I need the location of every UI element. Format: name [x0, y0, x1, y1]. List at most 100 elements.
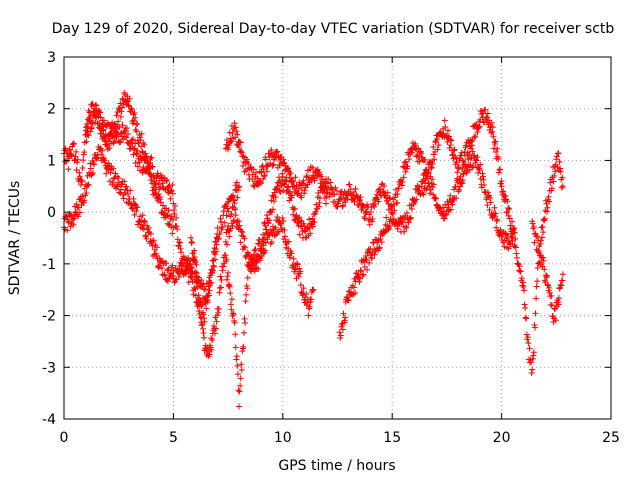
data-point [115, 175, 122, 182]
data-point [547, 179, 554, 186]
data-point [122, 128, 129, 135]
data-point [70, 140, 77, 147]
data-point [125, 102, 132, 109]
data-point [430, 191, 437, 198]
data-point [451, 146, 458, 153]
data-point [285, 238, 292, 245]
data-point [520, 283, 527, 290]
data-point [261, 172, 268, 179]
data-point [356, 275, 363, 282]
data-point [116, 139, 123, 146]
data-point [489, 128, 496, 135]
data-point [281, 233, 288, 240]
data-point [327, 179, 334, 186]
data-point [159, 209, 166, 216]
data-point [143, 153, 150, 160]
data-point [399, 182, 406, 189]
data-point [244, 285, 251, 292]
data-point [102, 159, 109, 166]
data-point [319, 189, 326, 196]
data-point [376, 244, 383, 251]
data-point [389, 211, 396, 218]
data-point [227, 301, 234, 308]
data-point [292, 174, 299, 181]
data-point [306, 216, 313, 223]
data-point [286, 254, 293, 261]
y-tick-label: -1 [42, 257, 56, 273]
data-point [187, 234, 194, 241]
data-point [136, 159, 143, 166]
data-point [460, 158, 467, 165]
data-point [118, 108, 125, 115]
x-axis-label: GPS time / hours [278, 458, 395, 474]
data-point [208, 346, 215, 353]
data-point [231, 197, 238, 204]
data-point [147, 230, 154, 237]
data-point [544, 208, 551, 215]
data-point [308, 296, 315, 303]
data-point [123, 183, 130, 190]
data-point [300, 285, 307, 292]
data-point [187, 264, 194, 271]
data-point [198, 322, 205, 329]
data-point [413, 196, 420, 203]
data-point [188, 268, 195, 275]
y-tick-label: -2 [42, 309, 56, 325]
data-point [107, 169, 114, 176]
data-point [145, 170, 152, 177]
data-point [288, 250, 295, 257]
data-point [169, 272, 176, 279]
data-point [73, 201, 80, 208]
data-point [475, 124, 482, 131]
data-point [83, 138, 90, 145]
data-point [305, 312, 312, 319]
data-point [557, 281, 564, 288]
data-point [214, 224, 221, 231]
data-point [362, 256, 369, 263]
data-point [80, 157, 87, 164]
data-point [548, 292, 555, 299]
data-point [232, 331, 239, 338]
data-point [283, 174, 290, 181]
data-point [279, 214, 286, 221]
data-point [129, 120, 136, 127]
data-point [76, 173, 83, 180]
data-point [534, 264, 541, 271]
data-point [258, 245, 265, 252]
data-point [164, 267, 171, 274]
data-point [112, 128, 119, 135]
data-point [202, 297, 209, 304]
data-point [87, 118, 94, 125]
data-point [540, 216, 547, 223]
data-point [196, 296, 203, 303]
data-point [236, 403, 243, 410]
data-point [435, 142, 442, 149]
data-point [356, 196, 363, 203]
data-point [268, 197, 275, 204]
data-point [110, 165, 117, 172]
data-point [188, 239, 195, 246]
data-point [471, 134, 478, 141]
data-point [87, 165, 94, 172]
data-point [546, 284, 553, 291]
data-point [83, 190, 90, 197]
data-point [340, 310, 347, 317]
data-point [428, 165, 435, 172]
data-point [163, 260, 170, 267]
data-point [394, 199, 401, 206]
data-point [83, 123, 90, 130]
data-point [311, 177, 318, 184]
data-point [432, 195, 439, 202]
data-point [137, 134, 144, 141]
data-point [535, 237, 542, 244]
data-point [169, 230, 176, 237]
data-point [173, 214, 180, 221]
y-tick-label: 2 [47, 102, 56, 118]
data-point [195, 283, 202, 290]
data-point [273, 186, 280, 193]
data-point [105, 160, 112, 167]
data-point [216, 285, 223, 292]
data-point [540, 229, 547, 236]
data-point [271, 198, 278, 205]
data-point [288, 175, 295, 182]
